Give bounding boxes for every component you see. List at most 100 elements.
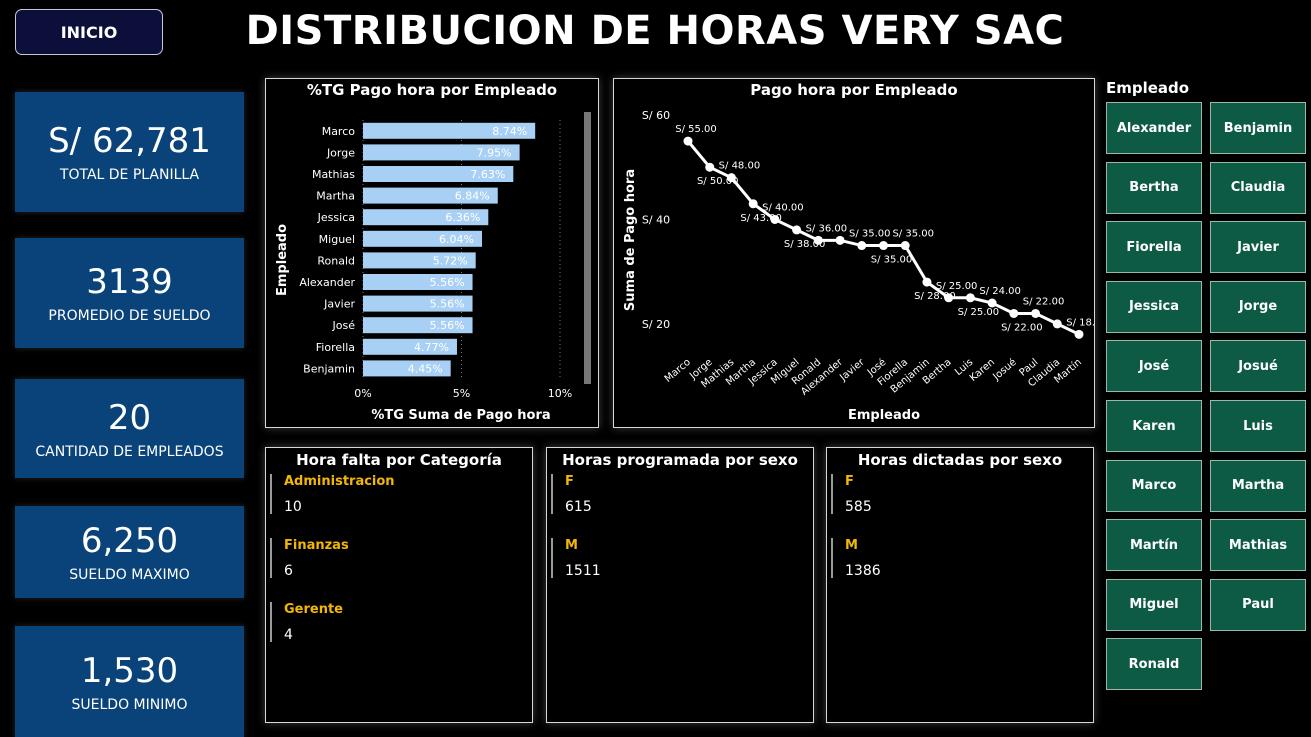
item-divider — [270, 538, 272, 578]
data-label: S/ 43.00 — [740, 213, 782, 224]
slicer-item-luis[interactable]: Luis — [1210, 400, 1306, 452]
bar-chart-panel: %TG Pago hora por Empleado Marco 8.74% Jor… — [265, 78, 599, 428]
bar-chart-title: %TG Pago hora por Empleado — [306, 81, 558, 99]
slicer-item-paul[interactable]: Paul — [1210, 578, 1306, 631]
slicer-item-jorge[interactable]: Jorge — [1210, 280, 1306, 333]
line-chart-panel: Pago hora por Empleado S/ 20 S/ 40 S/ 60 S/… — [613, 78, 1095, 428]
kpi-value: 6,250 — [80, 521, 179, 561]
item-value: 10 — [284, 499, 302, 515]
slicer-item-claudia[interactable]: Claudia — [1210, 161, 1306, 214]
item-divider — [831, 538, 833, 578]
bar-data-label: 6.36% — [445, 211, 480, 224]
x-tick-label: Karen — [968, 357, 997, 384]
bar — [363, 252, 476, 269]
data-label: S/ 22.00 — [1001, 322, 1043, 333]
item-name: M — [845, 538, 858, 553]
kpi-value: 20 — [107, 397, 152, 438]
slicer-item-martha[interactable]: Martha — [1210, 459, 1306, 512]
card-title: Hora falta por Categoría — [296, 451, 502, 469]
x-axis-label: Empleado — [848, 408, 920, 423]
y-axis-label: Suma de Pago hora — [623, 169, 638, 311]
item-divider — [551, 474, 553, 514]
item-value: 585 — [845, 499, 872, 515]
bar — [363, 122, 536, 139]
slicer-item-javier[interactable]: Javier — [1210, 221, 1306, 274]
data-point — [857, 241, 867, 251]
card-title: Horas programada por sexo — [562, 451, 798, 469]
kpi-label: TOTAL DE PLANILLA — [59, 167, 200, 183]
data-label: S/ 28.00 — [914, 291, 956, 302]
kpi-sueldo-minimo: 1,530 SUELDO MINIMO — [15, 626, 244, 737]
slicer-item-josué[interactable]: Josué — [1210, 340, 1306, 393]
bar-category-label: Benjamin — [303, 362, 355, 375]
data-label: S/ 38.00 — [784, 239, 826, 250]
slicer-item-fiorella[interactable]: Fiorella — [1106, 221, 1202, 274]
page-title: DISTRIBUCION DE HORAS VERY SAC — [245, 8, 1065, 54]
x-tick-label: 5% — [453, 387, 470, 400]
data-point — [965, 293, 975, 303]
y-tick-label: S/ 40 — [642, 213, 670, 226]
kpi-cantidad-empleados: 20 CANTIDAD DE EMPLEADOS — [15, 379, 244, 478]
card-horas-programada-sexo: Horas programada por sexo F 615 M 1511 — [546, 447, 814, 723]
slicer-item-mathias[interactable]: Mathias — [1210, 519, 1306, 572]
bar-data-label: 5.56% — [430, 298, 465, 311]
data-label: S/ 36.00 — [806, 223, 848, 234]
bar-category-label: José — [332, 319, 356, 332]
x-tick-label: Marco — [663, 357, 693, 385]
item-value: 1511 — [565, 563, 601, 579]
data-point — [705, 162, 715, 172]
bar-category-label: Javier — [323, 298, 355, 311]
slicer-item-martín[interactable]: Martín — [1106, 519, 1202, 572]
bar-chart: Marco 8.74% Jorge 7.95% Mathias 7.63% Martha 6.… — [275, 112, 591, 423]
slicer-item-miguel[interactable]: Miguel — [1106, 578, 1202, 631]
data-label: S/ 25.00 — [936, 281, 978, 292]
x-tick-label: Javier — [837, 356, 867, 384]
bar — [363, 360, 451, 377]
bar — [363, 274, 473, 290]
slicer-item-josé[interactable]: José — [1106, 340, 1202, 393]
bar — [363, 317, 473, 334]
bar — [363, 295, 473, 312]
kpi-sueldo-maximo: 6,250 SUELDO MAXIMO — [15, 506, 244, 598]
slicer-item-benjamin[interactable]: Benjamin — [1210, 102, 1306, 154]
kpi-label: SUELDO MAXIMO — [69, 567, 190, 583]
slicer-item-alexander[interactable]: Alexander — [1106, 102, 1202, 154]
data-point — [835, 235, 845, 245]
slicer-title: Empleado — [1106, 79, 1190, 97]
bar-data-label: 7.63% — [470, 168, 505, 181]
slicer-item-marco[interactable]: Marco — [1106, 459, 1202, 512]
bar-data-label: 8.74% — [492, 125, 527, 138]
data-label: S/ 18.00 — [1066, 317, 1094, 328]
x-tick-label: 10% — [548, 387, 572, 400]
slicer-item-jessica[interactable]: Jessica — [1106, 280, 1202, 333]
bar-data-label: 5.72% — [433, 254, 468, 267]
slicer-item-bertha[interactable]: Bertha — [1106, 161, 1202, 214]
item-value: 1386 — [845, 563, 881, 579]
card-title: Horas dictadas por sexo — [857, 451, 1063, 469]
bar-category-label: Mathias — [312, 168, 355, 181]
data-point — [748, 199, 758, 209]
inicio-button[interactable]: INICIO — [15, 9, 163, 55]
bar-data-label: 7.95% — [477, 146, 512, 159]
bar — [363, 230, 482, 247]
data-point — [1074, 329, 1084, 339]
kpi-value: 3139 — [86, 262, 173, 302]
bar — [363, 187, 498, 204]
slicer-item-ronald[interactable]: Ronald — [1106, 638, 1202, 691]
bar — [363, 166, 514, 182]
bar-data-label: 6.84% — [455, 190, 490, 203]
bar-category-label: Jessica — [317, 211, 355, 224]
x-tick-label: Josué — [990, 356, 1019, 383]
y-axis-label: Empleado — [275, 224, 290, 296]
data-label: S/ 35.00 — [849, 229, 891, 240]
data-point — [1009, 308, 1019, 318]
slicer-item-karen[interactable]: Karen — [1106, 400, 1202, 452]
bar-category-label: Ronald — [317, 254, 355, 267]
data-label: S/ 40.00 — [762, 202, 804, 213]
bar-category-label: Marco — [322, 125, 356, 138]
data-label: S/ 48.00 — [719, 161, 761, 172]
data-point — [900, 241, 910, 251]
bar-category-label: Alexander — [299, 276, 355, 289]
data-point — [683, 136, 693, 146]
